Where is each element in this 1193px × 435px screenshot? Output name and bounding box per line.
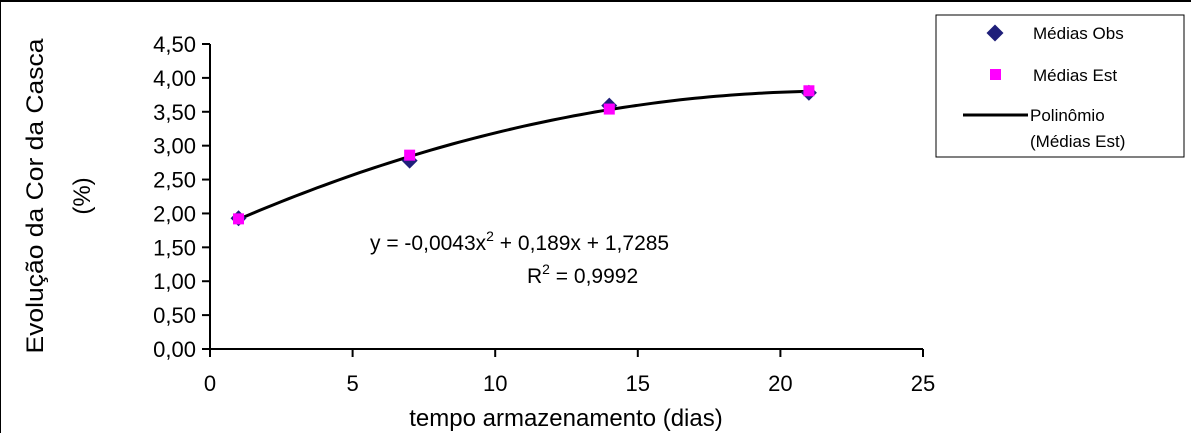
y-tick-label: 3,00 bbox=[153, 134, 196, 159]
x-tick-label: 5 bbox=[346, 371, 358, 396]
x-tick-label: 10 bbox=[483, 371, 507, 396]
legend-marker-est bbox=[990, 69, 1001, 80]
x-tick-label: 25 bbox=[911, 371, 935, 396]
legend-label-est: Médias Est bbox=[1033, 66, 1117, 85]
y-tick-label: 2,00 bbox=[153, 201, 196, 226]
r-squared-annotation: R2 = 0,9992 bbox=[527, 261, 638, 288]
y-tick-label: 4,00 bbox=[153, 66, 196, 91]
legend-box bbox=[935, 14, 1185, 158]
data-point-est bbox=[233, 213, 245, 225]
y-axis-title-unit: (%) bbox=[69, 177, 96, 214]
y-tick-label: 1,50 bbox=[153, 235, 196, 260]
x-tick-label: 20 bbox=[768, 371, 792, 396]
data-point-est bbox=[603, 103, 615, 115]
legend-label-trend-1: Polinômio bbox=[1030, 106, 1105, 125]
data-point-est bbox=[404, 149, 416, 161]
y-axis-title: Evolução da Cor da Casca bbox=[22, 38, 49, 354]
data-point-est bbox=[803, 85, 815, 97]
y-tick-label: 4,50 bbox=[153, 32, 196, 57]
trend-line bbox=[237, 89, 809, 221]
x-tick-label: 15 bbox=[626, 371, 650, 396]
y-tick-label: 0,00 bbox=[153, 337, 196, 362]
x-axis-title: tempo armazenamento (dias) bbox=[409, 405, 722, 432]
y-tick-label: 2,50 bbox=[153, 168, 196, 193]
y-tick-label: 0,50 bbox=[153, 303, 196, 328]
legend-label-trend-2: (Médias Est) bbox=[1030, 132, 1125, 151]
y-tick-label: 3,50 bbox=[153, 100, 196, 125]
legend-label-obs: Médias Obs bbox=[1033, 24, 1124, 43]
x-tick-label: 0 bbox=[204, 371, 216, 396]
legend-marker-obs bbox=[986, 24, 1004, 42]
legend: Médias Obs Médias Est Polinômio (Médias … bbox=[935, 14, 1185, 158]
y-tick-label: 1,00 bbox=[153, 269, 196, 294]
equation-annotation: y = -0,0043x2 + 0,189x + 1,7285 bbox=[370, 228, 669, 255]
